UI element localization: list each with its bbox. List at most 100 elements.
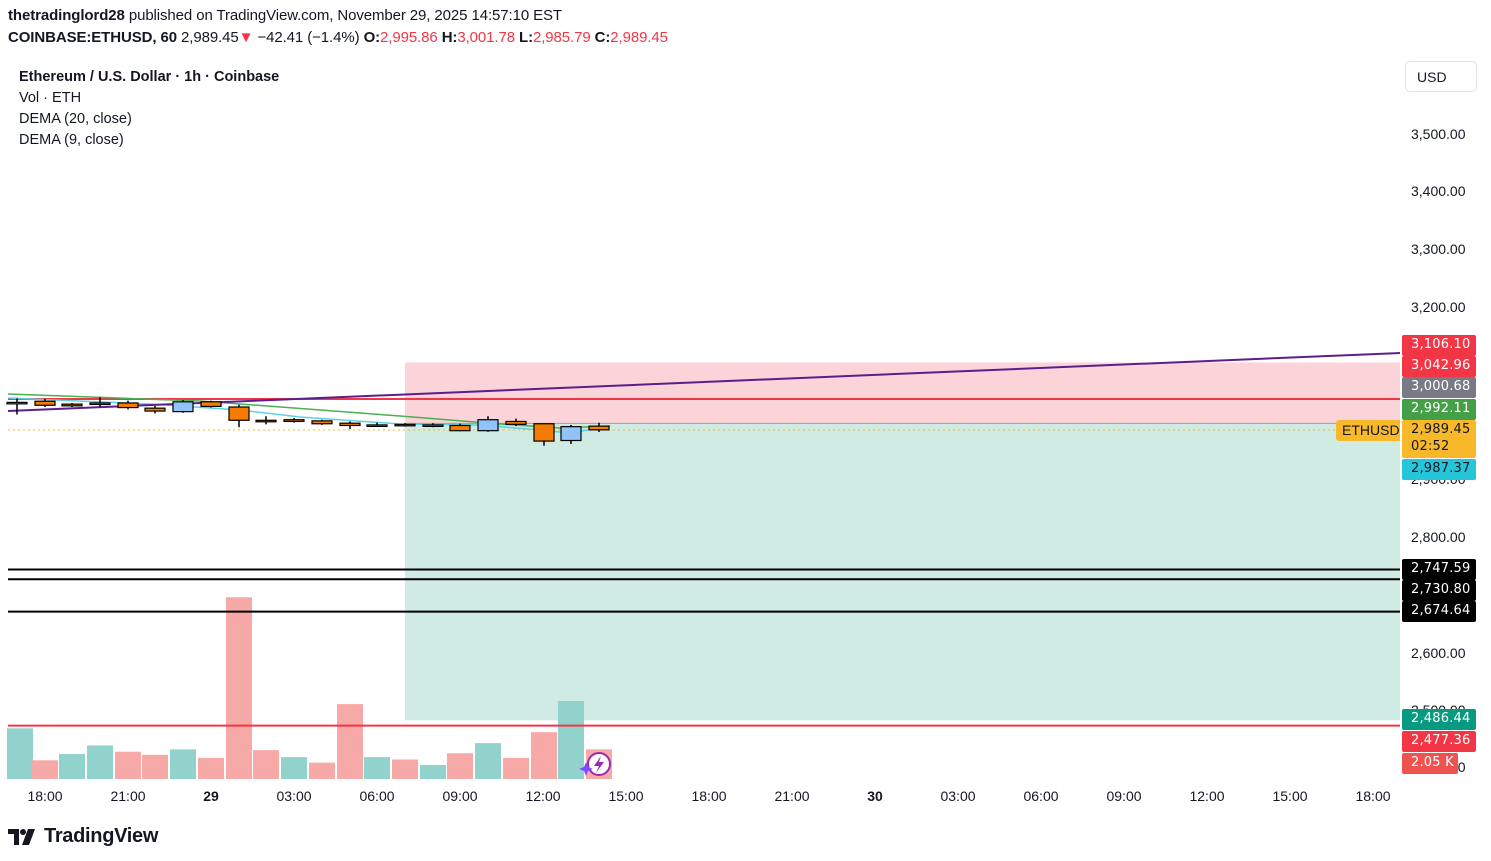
- price-change: −42.41 (−1.4%): [257, 29, 360, 46]
- chart-legend: Ethereum / U.S. Dollar · 1h · Coinbase V…: [19, 67, 279, 151]
- price-tag: 2,730.80: [1402, 580, 1476, 601]
- time-axis-label: 15:00: [608, 788, 644, 804]
- low-label: L:: [519, 29, 533, 46]
- tradingview-logo: TradingView: [8, 825, 158, 848]
- high-value: 3,001.78: [457, 29, 515, 46]
- tradingview-logo-icon: [8, 828, 35, 845]
- volume-bar: [558, 701, 584, 779]
- time-axis-label: 18:00: [27, 788, 63, 804]
- candle-body: [339, 422, 361, 427]
- low-value: 2,985.79: [532, 29, 591, 46]
- volume-bar: [198, 757, 224, 779]
- publish-info: thetradinglord28 published on TradingVie…: [8, 7, 562, 24]
- time-axis-label: 21:00: [110, 788, 146, 804]
- volume-bar: [531, 732, 557, 779]
- volume-bar: [253, 750, 279, 779]
- brand-name: TradingView: [44, 825, 159, 847]
- candle-body: [6, 401, 28, 405]
- time-axis-label: 09:00: [442, 788, 478, 804]
- take-profit-zone: [405, 423, 1400, 721]
- volume-bar: [309, 762, 335, 779]
- price-tag: 02:52: [1402, 437, 1476, 458]
- price-tag: 2,674.64: [1402, 601, 1476, 622]
- volume-bar: [475, 743, 501, 779]
- candle-body: [588, 425, 610, 431]
- candle-body: [283, 419, 305, 423]
- close-value: 2,989.45: [610, 29, 668, 46]
- volume-bar: [226, 597, 252, 779]
- open-label: O:: [363, 29, 381, 46]
- volume-bar: [392, 759, 418, 779]
- legend-item-volume[interactable]: Vol · ETH: [19, 90, 82, 106]
- time-axis-label: 18:00: [1355, 788, 1391, 804]
- legend-item-dema20[interactable]: DEMA (20, close): [19, 111, 132, 127]
- price-axis-label: 3,300.00: [1411, 241, 1466, 257]
- time-axis-label: 06:00: [1023, 788, 1059, 804]
- candle-body: [255, 419, 277, 423]
- price-tag: 3,042.96: [1402, 356, 1476, 377]
- candle-body: [449, 424, 471, 432]
- candle-body: [34, 400, 56, 406]
- time-axis-label: 30: [867, 788, 883, 804]
- volume-bar: [59, 754, 85, 779]
- price-tag: 3,106.10: [1402, 335, 1476, 356]
- volume-bar: [142, 754, 168, 779]
- candle-body: [228, 406, 250, 421]
- price-tag: 2,747.59: [1402, 559, 1476, 580]
- price-axis-label: 2,800.00: [1411, 529, 1466, 545]
- volume-bar: [420, 764, 446, 779]
- close-label: C:: [594, 29, 611, 46]
- candle-body: [477, 419, 499, 432]
- legend-title[interactable]: Ethereum / U.S. Dollar · 1h · Coinbase: [19, 69, 280, 85]
- price-axis-label: 2,600.00: [1411, 645, 1466, 661]
- candle-body: [117, 402, 139, 409]
- time-axis-label: 09:00: [1106, 788, 1142, 804]
- price-tag: 2,992.11: [1402, 399, 1476, 420]
- price-axis-label: 3,500.00: [1411, 126, 1466, 142]
- legend-item-dema9[interactable]: DEMA (9, close): [19, 132, 124, 148]
- time-axis-label: 18:00: [691, 788, 727, 804]
- price-axis-label: 3,400.00: [1411, 183, 1466, 199]
- symbol-tag: ETHUSD: [1336, 420, 1400, 441]
- volume-bar: [115, 751, 141, 779]
- sparkle-bolt-icon: [579, 752, 611, 776]
- volume-bar: [364, 757, 390, 779]
- last-price: 2,989.45: [181, 29, 239, 46]
- candle-body: [61, 403, 83, 407]
- candle-body: [311, 420, 333, 425]
- volume-bar: [447, 753, 473, 779]
- volume-bar: [281, 757, 307, 779]
- stop-loss-zone: [405, 362, 1400, 424]
- price-tag: 3,000.68: [1402, 377, 1476, 398]
- volume-bar: [87, 745, 113, 779]
- currency-button[interactable]: USD: [1405, 61, 1477, 92]
- publisher-name[interactable]: thetradinglord28: [8, 7, 125, 24]
- time-axis-label: 12:00: [1189, 788, 1225, 804]
- price-tag: 2.05 K: [1402, 753, 1458, 774]
- candle-body: [560, 426, 582, 442]
- time-axis-label: 03:00: [940, 788, 976, 804]
- high-label: H:: [441, 29, 458, 46]
- time-axis-label: 03:00: [276, 788, 312, 804]
- volume-bar: [337, 704, 363, 779]
- time-axis-label: 21:00: [774, 788, 810, 804]
- candle-body: [172, 401, 194, 413]
- time-axis-label: 12:00: [525, 788, 561, 804]
- volume-bar: [7, 728, 33, 779]
- symbol-info: COINBASE:ETHUSD, 60 2,989.45▼ −42.41 (−1…: [8, 29, 668, 46]
- candle-body: [505, 420, 527, 425]
- candle-body: [89, 402, 111, 406]
- price-tag: 2,989.45: [1402, 420, 1476, 441]
- price-axis-label: 3,200.00: [1411, 299, 1466, 315]
- time-axis-label: 29: [203, 788, 219, 804]
- candle-body: [533, 423, 555, 442]
- open-value: 2,995.86: [380, 29, 438, 46]
- volume-bar: [32, 760, 58, 779]
- down-arrow-icon: ▼: [238, 29, 254, 46]
- candle-body: [394, 423, 416, 427]
- candle-body: [366, 424, 388, 428]
- price-tag: 2,987.37: [1402, 459, 1476, 480]
- volume-bar: [170, 749, 196, 779]
- price-tag: 2,477.36: [1402, 731, 1476, 752]
